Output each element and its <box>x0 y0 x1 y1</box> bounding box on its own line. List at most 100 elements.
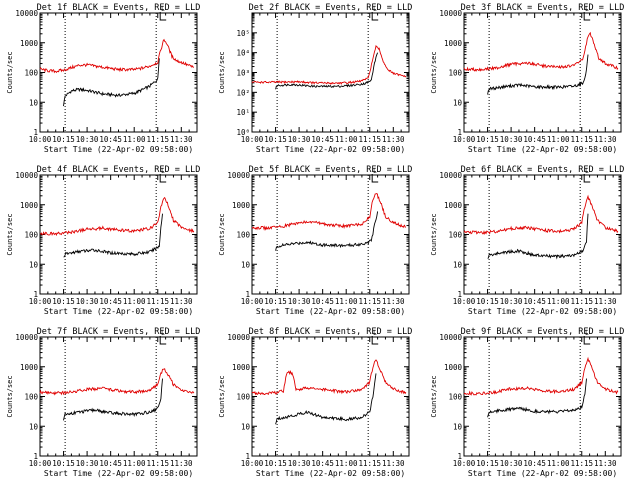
y-tick-label: 10000 <box>439 333 462 342</box>
plot-frame <box>463 12 622 133</box>
detector-panel-2: Det 2f BLACK = Events, RED = LLD 10⁰ 10¹ 10… <box>218 3 412 154</box>
x-tick-label: 10:30 <box>76 135 99 144</box>
x-tick-label: 10:00 <box>241 297 264 306</box>
x-tick-label: 11:30 <box>170 135 193 144</box>
x-tick-label: 11:00 <box>547 297 570 306</box>
detector-panel-8: Det 8f BLACK = Events, RED = LLD 1 10 100 10… <box>218 327 412 478</box>
lld-series-line <box>463 194 619 236</box>
lld-series-line <box>251 359 407 396</box>
events-series-line <box>487 54 589 95</box>
y-tick-label: 10000 <box>227 171 250 180</box>
y-tick-label: 1 <box>457 128 462 137</box>
x-tick-label: 11:15 <box>570 135 593 144</box>
flag-label: L <box>373 168 377 175</box>
y-tick-label: 1 <box>33 290 38 299</box>
flag-bracket <box>371 336 379 345</box>
x-tick-label: 11:00 <box>547 459 570 468</box>
y-tick-label: 10² <box>236 88 250 97</box>
y-tick-label: 10 <box>29 422 39 431</box>
x-tick-label: 11:15 <box>570 297 593 306</box>
y-tick-label: 1000 <box>20 39 39 48</box>
y-tick-label: 1 <box>245 290 250 299</box>
x-tick-label: 11:00 <box>123 135 146 144</box>
x-tick-label: 10:45 <box>523 297 546 306</box>
x-tick-label: 11:15 <box>570 459 593 468</box>
x-tick-label: 11:00 <box>547 135 570 144</box>
x-tick-label: 10:45 <box>523 135 546 144</box>
lld-series-line <box>251 44 407 85</box>
x-tick-label: 11:00 <box>335 297 358 306</box>
flag-label: L <box>585 6 589 13</box>
y-tick-label: 10 <box>453 98 463 107</box>
y-tick-label: 10 <box>29 98 39 107</box>
y-axis-label: Counts/sec <box>6 375 14 417</box>
x-axis-label: Start Time (22-Apr-02 09:58:00) <box>256 469 405 478</box>
plot-frame <box>251 336 410 457</box>
lld-series-line <box>463 356 619 396</box>
x-tick-label: 11:30 <box>170 459 193 468</box>
y-tick-label: 100 <box>236 393 250 402</box>
x-axis-label: Start Time (22-Apr-02 09:58:00) <box>468 469 617 478</box>
x-axis-label: Start Time (22-Apr-02 09:58:00) <box>44 145 193 154</box>
y-tick-label: 100 <box>24 231 38 240</box>
detector-panel-5: Det 5f BLACK = Events, RED = LLD 1 10 100 10… <box>218 165 412 316</box>
x-tick-label: 11:00 <box>123 459 146 468</box>
x-tick-label: 10:30 <box>76 297 99 306</box>
y-tick-label: 1 <box>33 452 38 461</box>
x-tick-label: 10:00 <box>241 135 264 144</box>
events-series-line <box>487 213 589 260</box>
x-tick-label: 11:30 <box>170 297 193 306</box>
y-tick-label: 10¹ <box>236 108 250 117</box>
detector-panel-3: Det 3f BLACK = Events, RED = LLD 1 10 100 10… <box>430 3 624 154</box>
x-tick-label: 11:30 <box>594 135 617 144</box>
y-tick-label: 10⁴ <box>236 49 250 58</box>
x-tick-label: 10:15 <box>52 135 75 144</box>
x-tick-label: 10:00 <box>453 135 476 144</box>
y-tick-label: 1000 <box>20 201 39 210</box>
y-axis-label: Counts/sec <box>6 51 14 93</box>
panel-title: Det 8f BLACK = Events, RED = LLD <box>249 327 413 337</box>
x-tick-label: 10:15 <box>476 459 499 468</box>
events-series-line <box>63 378 163 421</box>
y-tick-label: 1 <box>245 452 250 461</box>
x-tick-label: 11:15 <box>358 459 381 468</box>
x-tick-label: 10:30 <box>288 135 311 144</box>
x-tick-label: 10:00 <box>453 297 476 306</box>
panel-title: Det 1f BLACK = Events, RED = LLD <box>37 3 201 13</box>
x-tick-label: 10:15 <box>264 297 287 306</box>
x-axis-label: Start Time (22-Apr-02 09:58:00) <box>256 145 405 154</box>
flag-bracket <box>583 174 591 183</box>
plot-frame <box>39 336 198 457</box>
flag-bracket <box>583 12 591 21</box>
y-tick-label: 10 <box>241 260 251 269</box>
flag-bracket <box>159 336 167 345</box>
x-tick-label: 10:15 <box>476 297 499 306</box>
flag-bracket <box>159 12 167 21</box>
lld-series-line <box>39 196 195 237</box>
plot-frame <box>251 174 410 295</box>
x-tick-label: 10:15 <box>264 459 287 468</box>
lld-series-line <box>251 192 407 231</box>
panel-title: Det 2f BLACK = Events, RED = LLD <box>249 3 413 13</box>
detector-panel-1: Det 1f BLACK = Events, RED = LLD 1 10 100 10… <box>6 3 200 154</box>
y-tick-label: 10000 <box>15 171 38 180</box>
x-tick-label: 11:15 <box>146 459 169 468</box>
flag-bracket <box>159 174 167 183</box>
y-tick-label: 1000 <box>20 363 39 372</box>
y-axis-label: Counts/sec <box>6 213 14 255</box>
y-tick-label: 100 <box>448 231 462 240</box>
x-tick-label: 10:30 <box>500 135 523 144</box>
flag-label: L <box>161 330 165 337</box>
x-tick-label: 10:30 <box>288 297 311 306</box>
x-tick-label: 11:15 <box>358 297 381 306</box>
x-tick-label: 10:00 <box>29 135 52 144</box>
x-tick-label: 11:30 <box>382 135 405 144</box>
x-tick-label: 11:15 <box>146 135 169 144</box>
flag-bracket <box>371 12 379 21</box>
lld-series-line <box>39 368 195 396</box>
panel-title: Det 3f BLACK = Events, RED = LLD <box>461 3 625 13</box>
flag-label: L <box>585 330 589 337</box>
x-tick-label: 10:45 <box>99 297 122 306</box>
y-tick-label: 10⁵ <box>236 29 250 38</box>
x-tick-label: 11:30 <box>382 297 405 306</box>
